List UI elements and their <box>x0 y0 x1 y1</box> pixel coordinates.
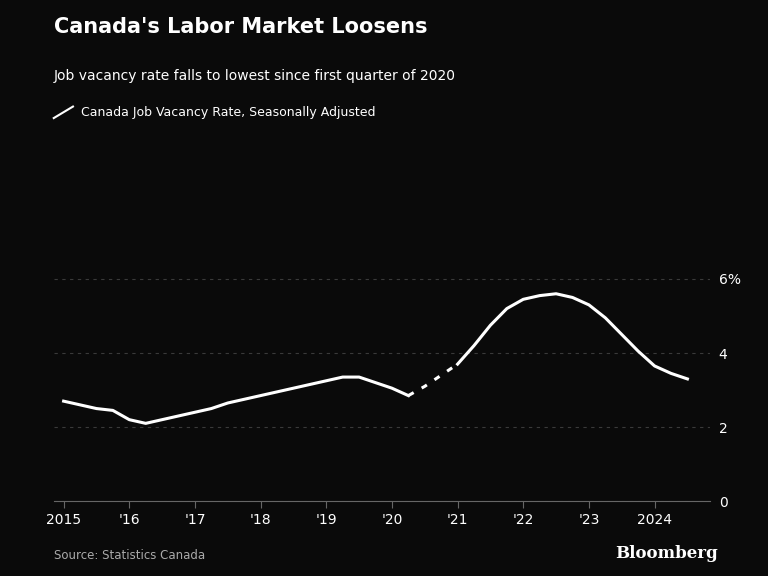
Text: Source: Statistics Canada: Source: Statistics Canada <box>54 548 205 562</box>
Text: Bloomberg: Bloomberg <box>615 544 718 562</box>
Text: Canada's Labor Market Loosens: Canada's Labor Market Loosens <box>54 17 427 37</box>
Text: Canada Job Vacancy Rate, Seasonally Adjusted: Canada Job Vacancy Rate, Seasonally Adju… <box>81 106 375 119</box>
Text: Job vacancy rate falls to lowest since first quarter of 2020: Job vacancy rate falls to lowest since f… <box>54 69 455 83</box>
